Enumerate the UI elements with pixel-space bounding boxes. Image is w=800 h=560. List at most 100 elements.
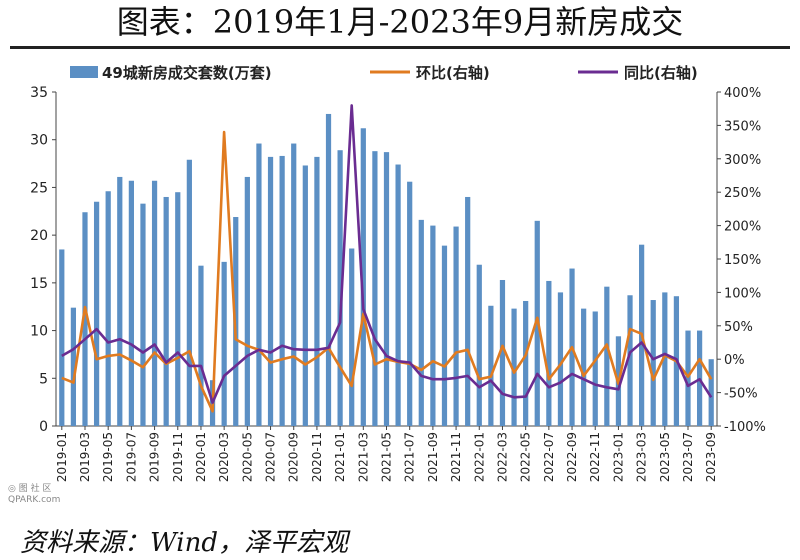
legend-swatch-bar: [70, 66, 98, 78]
x-tick-label: 2021-07: [403, 432, 417, 482]
right-tick-label: -50%: [724, 387, 758, 402]
source-note: 资料来源：Wind，泽平宏观: [20, 528, 348, 558]
x-tick-label: 2022-11: [588, 432, 602, 482]
bar-series: [59, 113, 714, 427]
bar: [267, 156, 274, 426]
bar: [360, 128, 366, 426]
bar: [302, 165, 308, 426]
right-tick-label: 200%: [724, 220, 761, 235]
bar: [627, 295, 633, 426]
bar: [557, 292, 564, 426]
x-tick-label: 2022-01: [472, 432, 486, 482]
bar: [140, 203, 146, 426]
x-tick-label: 2020-07: [264, 432, 278, 482]
x-tick-label: 2019-01: [55, 432, 69, 482]
bar: [59, 249, 65, 426]
bar: [708, 359, 714, 426]
right-tick-label: 0%: [724, 353, 745, 368]
watermark: ◎ 图 社 区 QPARK.com: [8, 484, 60, 506]
bar: [82, 212, 88, 426]
x-tick-label: 2019-07: [124, 432, 138, 482]
x-tick-label: 2022-03: [495, 432, 509, 482]
x-tick-label: 2019-11: [171, 432, 185, 482]
bar: [488, 305, 494, 426]
bar: [430, 225, 436, 426]
bar: [511, 308, 517, 426]
bar: [279, 155, 285, 426]
legend-label: 同比(右轴): [624, 64, 698, 82]
bar: [383, 152, 390, 426]
bar: [546, 280, 552, 426]
x-tick-label: 2020-09: [287, 432, 301, 482]
legend-label: 环比(右轴): [416, 64, 490, 82]
x-tick-label: 2021-09: [426, 432, 440, 482]
bar: [117, 176, 123, 426]
title-divider: [10, 46, 790, 49]
bar: [325, 113, 332, 426]
bar: [256, 143, 262, 426]
bar: [476, 264, 482, 426]
left-tick-label: 15: [30, 276, 48, 292]
bar: [314, 156, 320, 426]
x-tick-label: 2020-11: [310, 432, 324, 482]
x-tick-label: 2020-01: [194, 432, 208, 482]
x-tick-label: 2023-05: [658, 432, 672, 482]
tick-labels: 0 5 10 15 20 25 30 35 -100% -50% 0% 50% 100% 150% 200%…: [30, 85, 766, 482]
x-tick-label: 2021-05: [380, 432, 394, 482]
chart-legend: 49城新房成交套数(万套) 环比(右轴) 同比(右轴): [70, 64, 698, 82]
bar: [337, 150, 343, 426]
bar: [662, 292, 668, 426]
right-tick-label: -100%: [724, 420, 766, 435]
left-tick-label: 35: [30, 85, 48, 101]
left-tick-label: 10: [30, 324, 48, 340]
x-tick-label: 2020-03: [217, 432, 231, 482]
left-tick-label: 20: [30, 228, 48, 244]
bar: [581, 308, 587, 426]
left-tick-label: 25: [30, 180, 48, 196]
bar: [372, 151, 378, 426]
page-title: 图表：2019年1月-2023年9月新房成交: [116, 3, 684, 41]
right-tick-label: 400%: [724, 86, 761, 101]
bar: [186, 159, 192, 427]
bar: [592, 311, 598, 426]
bar: [70, 307, 77, 426]
x-tick-label: 2019-05: [101, 432, 115, 482]
bar: [499, 279, 506, 426]
line-series: [61, 104, 713, 413]
right-tick-label: 350%: [724, 119, 761, 134]
x-tick-label: 2022-05: [519, 432, 533, 482]
x-tick-label: 2021-11: [449, 432, 463, 482]
bar: [523, 300, 529, 426]
bar: [151, 180, 158, 426]
left-tick-label: 0: [39, 419, 48, 435]
bar: [291, 143, 297, 426]
bar: [604, 286, 610, 426]
bar: [198, 265, 204, 426]
x-tick-label: 2022-09: [565, 432, 579, 482]
x-tick-label: 2023-01: [611, 432, 625, 482]
bar: [244, 176, 250, 426]
chart: 49城新房成交套数(万套) 环比(右轴) 同比(右轴) 0 5 10 15 20 25 30 35…: [30, 64, 766, 482]
x-tick-label: 2023-03: [635, 432, 649, 482]
x-tick-label: 2021-03: [356, 432, 370, 482]
bar: [418, 219, 424, 426]
x-tick-label: 2023-07: [681, 432, 695, 482]
watermark-line1: ◎ 图 社 区: [8, 484, 52, 494]
right-tick-label: 250%: [724, 186, 761, 201]
bar: [175, 192, 181, 426]
bar: [685, 330, 691, 426]
bar: [128, 180, 134, 426]
right-tick-label: 50%: [724, 320, 753, 335]
left-tick-label: 5: [39, 371, 48, 387]
bar: [349, 248, 355, 426]
x-tick-label: 2019-03: [78, 432, 92, 482]
right-tick-label: 300%: [724, 153, 761, 168]
bar: [105, 191, 111, 426]
right-tick-label: 100%: [724, 286, 761, 301]
x-tick-label: 2022-07: [542, 432, 556, 482]
x-tick-label: 2020-05: [240, 432, 254, 482]
bar: [395, 164, 401, 427]
bar: [650, 300, 656, 426]
bar: [407, 181, 413, 426]
watermark-line2: QPARK.com: [8, 495, 61, 505]
